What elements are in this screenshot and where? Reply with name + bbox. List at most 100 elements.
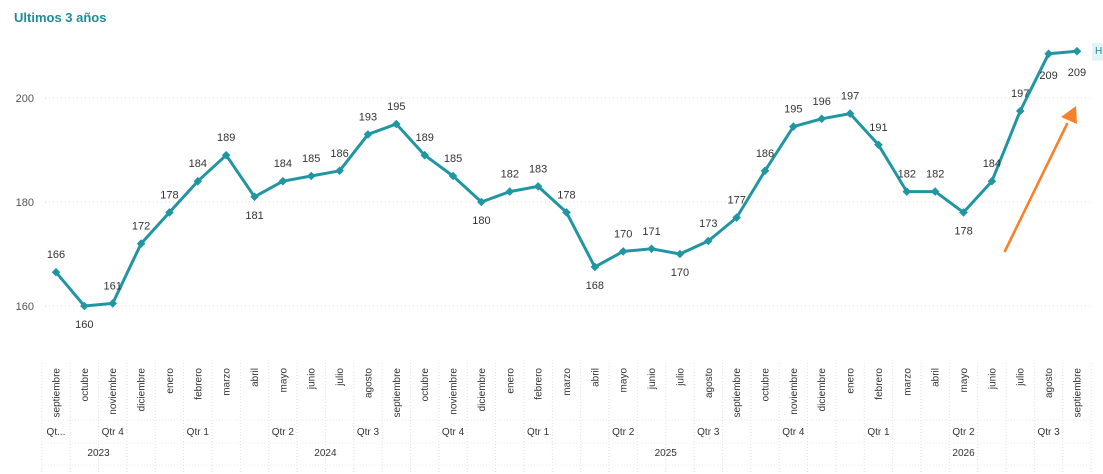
series-line — [54, 49, 1078, 308]
data-label: 171 — [642, 226, 660, 238]
data-point[interactable] — [789, 122, 798, 131]
data-label: 189 — [416, 132, 434, 144]
data-point[interactable] — [902, 187, 912, 196]
data-point[interactable] — [618, 247, 628, 256]
data-point[interactable] — [250, 192, 259, 202]
data-point[interactable] — [874, 140, 883, 150]
x-quarter-label: Qtr 4 — [102, 427, 125, 438]
x-month-label: diciembre — [477, 368, 488, 412]
x-month-label: mayo — [959, 368, 970, 393]
x-month-label: enero — [165, 368, 176, 394]
gridlines — [45, 97, 1090, 307]
data-point[interactable] — [1072, 46, 1082, 56]
data-point[interactable] — [1015, 106, 1025, 116]
data-label: 196 — [813, 96, 831, 108]
data-point[interactable] — [335, 166, 344, 176]
x-quarter-label: Qtr 1 — [867, 427, 890, 438]
data-point[interactable] — [562, 208, 571, 217]
data-label: 182 — [898, 169, 916, 181]
data-label: 178 — [954, 225, 972, 237]
data-point[interactable] — [732, 213, 741, 222]
data-label: 209 — [1039, 70, 1057, 82]
x-month-label: noviembre — [789, 368, 800, 415]
x-month-label: enero — [505, 368, 516, 394]
x-axis-quarters: Qt... Qtr 4 Qtr 1 Qtr 2 Qtr 3 Qtr 4 Qtr 1 Qtr 2… — [47, 427, 1061, 438]
data-point[interactable] — [675, 249, 685, 259]
data-point[interactable] — [703, 236, 713, 246]
data-point[interactable] — [533, 182, 543, 191]
data-point[interactable] — [306, 171, 316, 181]
y-tick-label: 200 — [16, 93, 34, 105]
data-label: 182 — [501, 169, 519, 181]
data-label: 173 — [699, 218, 717, 230]
x-quarter-label: Qtr 4 — [442, 427, 465, 438]
data-label: 191 — [869, 122, 887, 134]
x-year-label: 2024 — [314, 448, 337, 459]
data-point[interactable] — [80, 301, 89, 311]
highlight-badge[interactable]: H — [1092, 43, 1103, 61]
x-month-label: abril — [590, 368, 601, 387]
x-month-label: junio — [307, 368, 318, 391]
data-point[interactable] — [930, 187, 940, 196]
data-label: 209 — [1068, 67, 1086, 79]
data-point[interactable] — [363, 130, 373, 139]
data-point[interactable] — [845, 109, 855, 118]
data-label: 195 — [387, 101, 405, 113]
data-point[interactable] — [392, 119, 401, 129]
x-year-label: 2025 — [655, 448, 678, 459]
x-month-label: agosto — [363, 368, 374, 398]
x-month-label: septiembre — [732, 368, 743, 418]
data-point[interactable] — [817, 114, 827, 124]
data-point[interactable] — [165, 208, 174, 217]
x-month-label: marzo — [902, 368, 913, 396]
data-label: 186 — [756, 148, 774, 160]
data-point[interactable] — [590, 262, 600, 272]
data-point[interactable] — [959, 208, 968, 217]
x-month-label: octubre — [80, 368, 91, 402]
x-quarter-label: Qtr 3 — [1037, 427, 1060, 438]
data-point[interactable] — [760, 166, 770, 176]
data-label: 185 — [444, 153, 462, 165]
data-point[interactable] — [193, 176, 203, 186]
data-point[interactable] — [51, 267, 61, 277]
data-label: 184 — [983, 158, 1001, 170]
data-label: 170 — [614, 228, 632, 240]
data-point[interactable] — [987, 176, 997, 186]
x-axis-years: 2023 2024 2025 2026 — [87, 448, 975, 459]
data-point[interactable] — [278, 176, 288, 186]
x-month-label: septiembre — [1072, 368, 1083, 418]
x-month-label: febrero — [193, 368, 204, 400]
data-point[interactable] — [477, 197, 486, 207]
data-label: 197 — [1011, 88, 1029, 100]
data-point[interactable] — [136, 239, 146, 248]
data-point[interactable] — [1044, 49, 1053, 59]
data-point[interactable] — [448, 171, 458, 181]
x-quarter-label: Qtr 1 — [527, 427, 550, 438]
x-month-label: julio — [335, 368, 346, 387]
data-label: 185 — [302, 153, 320, 165]
data-label: 160 — [75, 319, 93, 331]
data-point[interactable] — [108, 299, 118, 308]
x-month-label: septiembre — [52, 368, 63, 418]
data-point[interactable] — [420, 150, 429, 160]
x-axis-separators — [41, 363, 1092, 474]
x-month-label: agosto — [1044, 368, 1055, 398]
chart-title: Ultimos 3 años — [14, 10, 107, 25]
x-month-label: abril — [931, 368, 942, 387]
data-point[interactable] — [647, 244, 656, 254]
x-month-label: julio — [675, 368, 686, 387]
x-month-label: diciembre — [137, 368, 148, 412]
data-point[interactable] — [505, 187, 515, 196]
x-month-label: marzo — [562, 368, 573, 396]
series-line — [54, 49, 1078, 308]
data-label: 177 — [727, 195, 745, 207]
y-axis-ticks: 160 180 200 — [16, 93, 34, 313]
x-month-label: febrero — [534, 368, 545, 400]
data-labels: 166 160 161 172 178 184 189 181 184 185 186 193 195 1… — [47, 67, 1086, 331]
data-point[interactable] — [221, 150, 231, 160]
x-month-label: julio — [1016, 368, 1027, 387]
y-tick-label: 160 — [16, 301, 34, 313]
data-label: 183 — [529, 163, 547, 175]
x-month-label: febrero — [874, 368, 885, 400]
